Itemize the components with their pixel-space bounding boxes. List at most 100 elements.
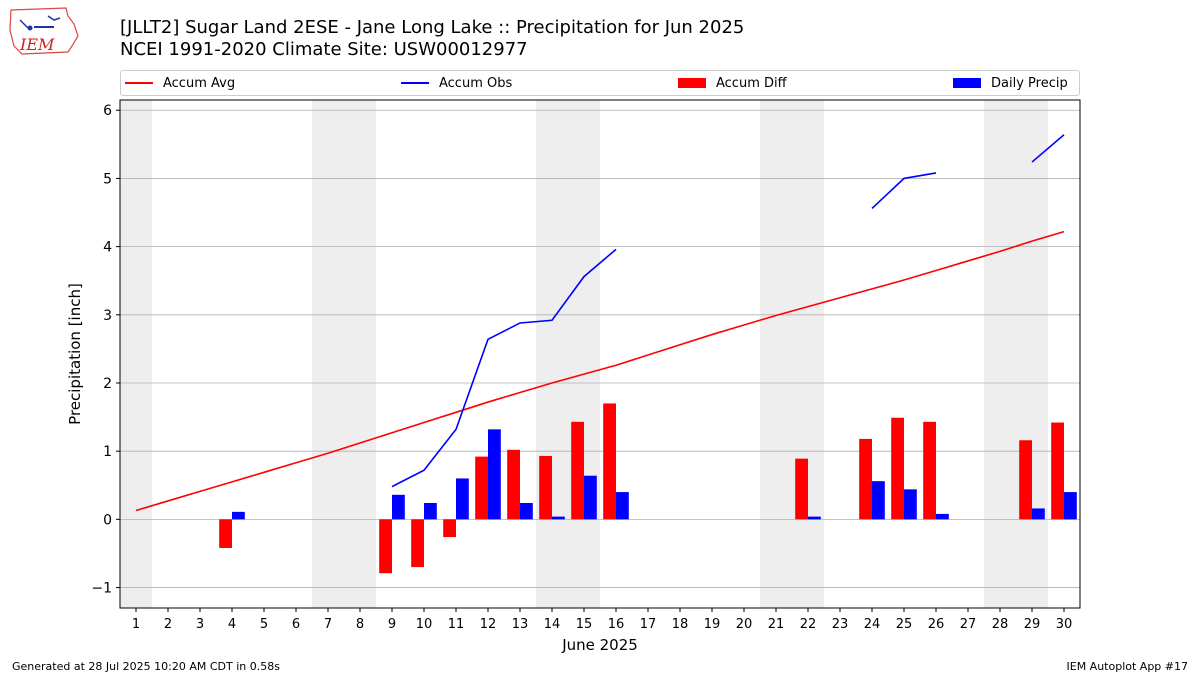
bar-daily-precip-day-4 (232, 511, 245, 520)
bar-daily-precip-day-30 (1064, 492, 1077, 520)
line-accum-obs (391, 248, 617, 488)
x-tick-label: 6 (292, 617, 300, 632)
bar-daily-precip-day-13 (520, 502, 533, 520)
line-accum-obs (871, 172, 937, 210)
x-tick-label: 23 (832, 617, 849, 632)
x-tick-label: 29 (1024, 617, 1041, 632)
y-tick-label: 6 (103, 103, 112, 119)
x-tick-label: 16 (608, 617, 625, 632)
bar-accum-diff-day-15 (571, 421, 584, 520)
x-tick-label: 3 (196, 617, 204, 632)
bar-daily-precip-day-11 (456, 478, 469, 520)
weekend-shade (760, 100, 824, 608)
bar-daily-precip-day-14 (552, 516, 565, 520)
x-tick-label: 28 (992, 617, 1009, 632)
bar-accum-diff-day-25 (891, 417, 904, 520)
x-tick-label: 27 (960, 617, 977, 632)
x-tick-label: 30 (1056, 617, 1073, 632)
bar-daily-precip-day-9 (392, 494, 405, 520)
x-tick-label: 13 (512, 617, 529, 632)
bar-accum-diff-day-29 (1019, 440, 1032, 520)
bar-accum-diff-day-30 (1051, 422, 1064, 520)
legend-swatch-accum-diff (678, 78, 706, 88)
bar-daily-precip-day-25 (904, 489, 917, 520)
x-tick-label: 7 (324, 617, 332, 632)
x-tick-label: 17 (640, 617, 657, 632)
weekend-shade (984, 100, 1048, 608)
bar-accum-diff-day-16 (603, 403, 616, 520)
legend-label-daily-precip: Daily Precip (991, 75, 1068, 91)
logo-text: IEM (19, 35, 55, 54)
legend-label-accum-obs: Accum Obs (439, 75, 513, 91)
bar-daily-precip-day-24 (872, 481, 885, 520)
legend-swatch-daily-precip (953, 78, 981, 88)
bar-accum-diff-day-14 (539, 455, 552, 520)
bar-accum-diff-day-12 (475, 456, 488, 520)
x-tick-label: 1 (132, 617, 140, 632)
y-tick-label: 4 (103, 240, 112, 256)
x-tick-label: 8 (356, 617, 364, 632)
bar-daily-precip-day-22 (808, 516, 821, 520)
x-tick-label: 14 (544, 617, 561, 632)
y-tick-label: 5 (103, 171, 112, 187)
legend-accum-diff: Accum Diff (678, 74, 787, 92)
y-axis-label: Precipitation [inch] (66, 283, 84, 425)
x-tick-label: 5 (260, 617, 268, 632)
y-tick-label: 1 (103, 444, 112, 460)
x-tick-label: 21 (768, 617, 785, 632)
x-tick-label: 11 (448, 617, 465, 632)
x-tick-label: 2 (164, 617, 172, 632)
x-tick-label: 26 (928, 617, 945, 632)
chart-subtitle: NCEI 1991-2020 Climate Site: USW00012977 (120, 39, 528, 60)
weekend-shade (120, 100, 152, 608)
x-tick-label: 15 (576, 617, 593, 632)
x-tick-label: 4 (228, 617, 236, 632)
x-tick-label: 18 (672, 617, 689, 632)
bar-accum-diff-day-9 (379, 519, 392, 574)
bar-daily-precip-day-10 (424, 502, 437, 520)
bar-accum-diff-day-22 (795, 458, 808, 520)
bar-daily-precip-day-15 (584, 475, 597, 520)
plot-frame (119, 99, 1081, 609)
x-tick-label: 12 (480, 617, 497, 632)
x-tick-label: 22 (800, 617, 817, 632)
legend-accum-obs: Accum Obs (401, 74, 512, 92)
weekend-shade (536, 100, 600, 608)
bar-accum-diff-day-4 (219, 519, 232, 548)
legend-accum-avg: Accum Avg (125, 74, 235, 92)
bar-daily-precip-day-12 (488, 429, 501, 520)
x-tick-label: 9 (388, 617, 396, 632)
app-footer: IEM Autoplot App #17 (1066, 660, 1189, 673)
bar-accum-diff-day-13 (507, 449, 520, 520)
x-tick-label: 10 (416, 617, 433, 632)
x-axis-label: June 2025 (561, 636, 638, 654)
bar-accum-diff-day-11 (443, 519, 456, 538)
bar-daily-precip-day-26 (936, 513, 949, 520)
bar-daily-precip-day-16 (616, 492, 629, 520)
x-tick-label: 20 (736, 617, 753, 632)
line-accum-obs (1031, 134, 1065, 163)
bar-accum-diff-day-26 (923, 421, 936, 520)
legend-daily-precip: Daily Precip (953, 74, 1068, 92)
legend-swatch-accum-obs (401, 82, 429, 84)
line-accum-avg (135, 230, 1065, 512)
y-tick-label: 2 (103, 376, 112, 392)
y-tick-label: 3 (103, 308, 112, 324)
x-tick-label: 24 (864, 617, 881, 632)
bar-accum-diff-day-10 (411, 519, 424, 568)
bar-daily-precip-day-29 (1032, 508, 1045, 520)
weekend-shade (312, 100, 376, 608)
x-tick-label: 19 (704, 617, 721, 632)
y-tick-label: −1 (91, 581, 112, 597)
bar-accum-diff-day-24 (859, 438, 872, 520)
generated-footer: Generated at 28 Jul 2025 10:20 AM CDT in… (12, 660, 280, 673)
iem-logo: IEM (9, 7, 79, 55)
legend-swatch-accum-avg (125, 82, 153, 84)
legend-label-accum-diff: Accum Diff (716, 75, 787, 91)
x-tick-label: 25 (896, 617, 913, 632)
chart-legend: Accum Avg Accum Obs Accum Diff Daily Pre… (120, 70, 1080, 96)
legend-label-accum-avg: Accum Avg (163, 75, 236, 91)
chart-title: [JLLT2] Sugar Land 2ESE - Jane Long Lake… (120, 17, 745, 38)
y-tick-label: 0 (103, 512, 112, 528)
